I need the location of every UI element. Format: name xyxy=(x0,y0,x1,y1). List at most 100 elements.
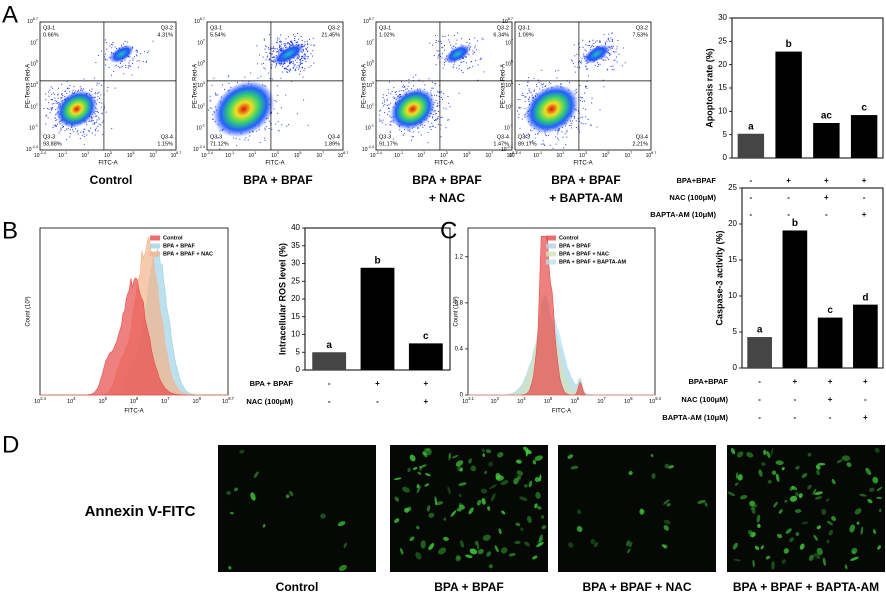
tick-exponent: 3 xyxy=(36,81,38,85)
dot xyxy=(589,40,591,42)
dot xyxy=(61,125,63,127)
cell xyxy=(872,529,877,534)
significance-letter: a xyxy=(757,325,763,336)
tick-base: 10 xyxy=(365,126,371,132)
cell xyxy=(420,540,426,549)
dot xyxy=(583,53,585,55)
dot xyxy=(283,43,285,45)
dot xyxy=(279,64,281,66)
significance-letter: b xyxy=(792,218,798,229)
cell xyxy=(826,539,830,544)
cell xyxy=(285,494,290,499)
dot xyxy=(519,127,521,129)
dot xyxy=(264,139,266,141)
dot xyxy=(289,61,291,63)
quadrant-name: Q3-4 xyxy=(497,134,509,140)
dot xyxy=(58,87,59,89)
dot xyxy=(393,98,395,100)
dot xyxy=(441,52,443,54)
dot xyxy=(279,45,281,47)
tick-base: 10 xyxy=(502,19,508,25)
dot xyxy=(438,111,439,112)
tick-base: 10 xyxy=(201,153,207,159)
dot xyxy=(458,92,460,94)
dot xyxy=(284,63,286,65)
quadrant-percent: 93.88% xyxy=(43,141,62,147)
condition-label: BPA+BPAF xyxy=(688,377,728,386)
panel-label: A xyxy=(2,1,18,28)
tick-label: 10-1 xyxy=(504,124,513,132)
dot xyxy=(307,51,309,53)
dot xyxy=(545,134,546,136)
dot xyxy=(437,55,439,57)
bar xyxy=(850,115,878,158)
dot xyxy=(602,79,604,81)
dot xyxy=(562,136,564,138)
dot xyxy=(529,96,530,98)
cell xyxy=(320,513,326,519)
dot xyxy=(101,121,103,123)
tick-base: 10 xyxy=(544,399,550,405)
condition-mark: + xyxy=(824,176,829,185)
dot xyxy=(51,107,53,109)
dot xyxy=(433,55,435,56)
cell xyxy=(532,555,538,560)
dot xyxy=(398,95,400,97)
cell xyxy=(757,523,761,528)
cell xyxy=(732,542,738,550)
dot xyxy=(277,51,279,52)
dot xyxy=(121,44,122,46)
dot xyxy=(64,90,66,92)
dot xyxy=(443,62,445,64)
dot xyxy=(557,70,559,71)
dot xyxy=(427,132,429,133)
bar xyxy=(817,317,843,368)
dot xyxy=(303,49,304,51)
cell xyxy=(455,555,462,562)
cell xyxy=(526,515,532,524)
dot xyxy=(458,65,460,67)
dot xyxy=(444,45,445,46)
dot xyxy=(233,137,235,139)
dot xyxy=(298,38,300,40)
dot xyxy=(313,45,315,47)
tick-base: 10 xyxy=(194,19,200,25)
y-tick-label: 25 xyxy=(728,183,737,192)
dot xyxy=(418,131,420,133)
y-tick-label: 20 xyxy=(728,219,737,228)
cell xyxy=(409,536,415,542)
tick-base: 10 xyxy=(362,147,368,153)
micrograph-background xyxy=(558,445,716,572)
cell xyxy=(485,449,492,454)
dot xyxy=(137,66,139,68)
cell xyxy=(570,465,579,470)
dot xyxy=(604,42,606,44)
dot xyxy=(435,113,437,115)
cell xyxy=(404,507,410,513)
cell xyxy=(872,476,879,484)
dot xyxy=(292,42,294,44)
dot xyxy=(92,120,94,122)
dot xyxy=(69,91,71,93)
dot xyxy=(294,59,296,61)
dot xyxy=(606,40,608,42)
tick-label: 105 xyxy=(505,60,513,68)
dot xyxy=(442,35,444,37)
tick-base: 10 xyxy=(505,105,511,111)
dot xyxy=(449,106,451,108)
dot xyxy=(263,67,265,69)
dot xyxy=(611,45,612,47)
dot xyxy=(99,97,100,99)
dot xyxy=(466,42,468,43)
dot xyxy=(305,48,307,50)
dot xyxy=(423,125,425,126)
dot xyxy=(52,99,53,101)
y-axis-title: Count (10³) xyxy=(454,296,460,326)
tick-exponent: 8.7 xyxy=(33,17,38,21)
dot xyxy=(297,33,298,34)
dot xyxy=(110,43,112,45)
dot xyxy=(438,101,440,103)
dot xyxy=(431,122,433,124)
y-axis-title: Caspase-3 activity (%) xyxy=(714,230,724,325)
cell xyxy=(751,507,756,514)
